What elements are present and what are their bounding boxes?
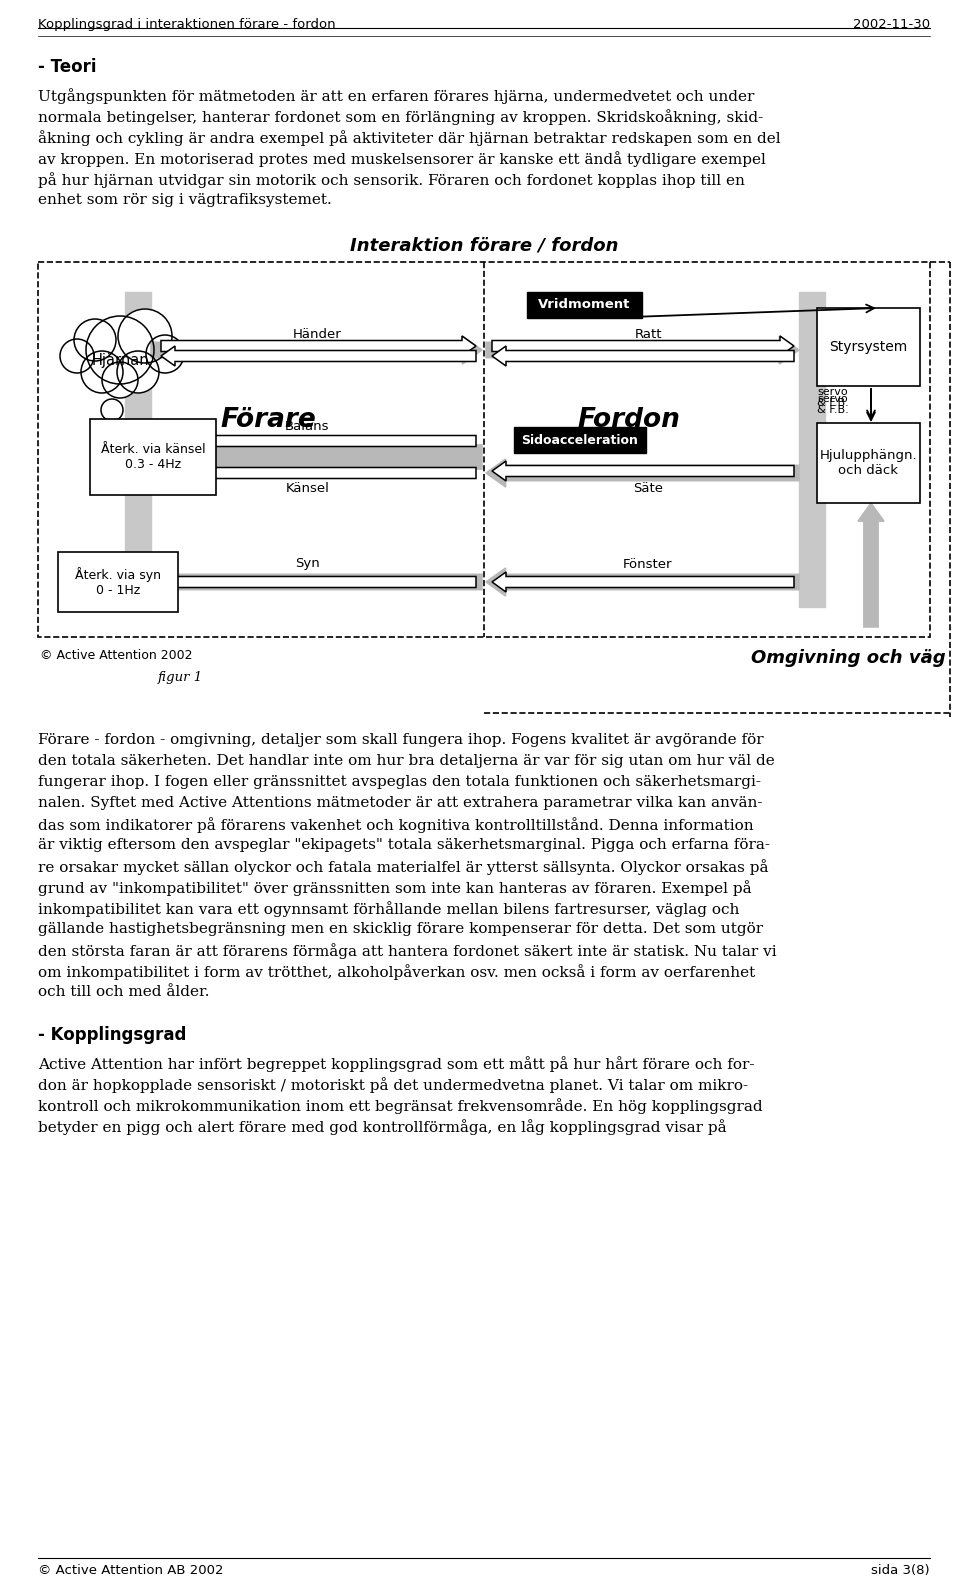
Polygon shape	[486, 336, 799, 365]
Text: - Kopplingsgrad: - Kopplingsgrad	[38, 1025, 186, 1045]
Text: © Active Attention AB 2002: © Active Attention AB 2002	[38, 1564, 224, 1577]
Bar	[90, 418, 216, 495]
Bar	[799, 292, 825, 607]
Polygon shape	[151, 434, 482, 479]
Text: - Teori: - Teori	[38, 59, 97, 76]
Bar	[38, 262, 930, 637]
Circle shape	[74, 319, 116, 361]
Text: kontroll och mikrokommunikation inom ett begränsat frekvensområde. En hög koppli: kontroll och mikrokommunikation inom ett…	[38, 1098, 762, 1114]
Text: Styrsystem: Styrsystem	[829, 341, 907, 353]
Polygon shape	[486, 460, 799, 487]
Text: 2002-11-30: 2002-11-30	[852, 17, 930, 32]
Text: grund av "inkompatibilitet" över gränssnitten som inte kan hanteras av föraren. : grund av "inkompatibilitet" över gränssn…	[38, 880, 752, 896]
Circle shape	[146, 334, 184, 372]
Text: figur 1: figur 1	[158, 670, 204, 685]
Text: Känsel: Känsel	[285, 482, 329, 496]
Text: Kopplingsgrad i interaktionen förare - fordon: Kopplingsgrad i interaktionen förare - f…	[38, 17, 336, 32]
Text: Syn: Syn	[295, 558, 320, 571]
Text: servo
& F.B.: servo & F.B.	[817, 387, 849, 409]
Bar	[526, 292, 641, 319]
Polygon shape	[161, 572, 476, 593]
Text: den största faran är att förarens förmåga att hantera fordonet säkert inte är st: den största faran är att förarens förmåg…	[38, 943, 777, 959]
Text: Förare: Förare	[220, 407, 316, 433]
Text: Förare - fordon - omgivning, detaljer som skall fungera ihop. Fogens kvalitet är: Förare - fordon - omgivning, detaljer so…	[38, 732, 763, 747]
Circle shape	[60, 339, 94, 372]
Text: Hjulupphängn.
och däck: Hjulupphängn. och däck	[820, 449, 918, 477]
Polygon shape	[151, 336, 482, 365]
Text: das som indikatorer på förarens vakenhet och kognitiva kontrolltillstånd. Denna : das som indikatorer på förarens vakenhet…	[38, 816, 754, 832]
Text: Interaktion förare / fordon: Interaktion förare / fordon	[349, 236, 618, 254]
Text: nalen. Syftet med Active Attentions mätmetoder är att extrahera parametrar vilka: nalen. Syftet med Active Attentions mätm…	[38, 796, 762, 810]
Text: betyder en pigg och alert förare med god kontrollförmåga, en låg kopplingsgrad v: betyder en pigg och alert förare med god…	[38, 1119, 727, 1135]
Polygon shape	[492, 336, 794, 357]
Text: är viktig eftersom den avspeglar "ekipagets" totala säkerhetsmarginal. Pigga och: är viktig eftersom den avspeglar "ekipag…	[38, 838, 770, 853]
Bar	[514, 426, 646, 453]
Text: Active Attention har infört begreppet kopplingsgrad som ett mått på hur hårt för: Active Attention har infört begreppet ko…	[38, 1056, 755, 1071]
Text: sida 3(8): sida 3(8)	[872, 1564, 930, 1577]
Circle shape	[81, 350, 123, 393]
Bar	[58, 552, 178, 612]
Text: av kroppen. En motoriserad protes med muskelsensorer är kanske ett ändå tydligar: av kroppen. En motoriserad protes med mu…	[38, 151, 766, 166]
Text: re orsakar mycket sällan olyckor och fatala materialfel är ytterst sällsynta. Ol: re orsakar mycket sällan olyckor och fat…	[38, 859, 769, 875]
Text: den totala säkerheten. Det handlar inte om hur bra detaljerna är var för sig uta: den totala säkerheten. Det handlar inte …	[38, 754, 775, 769]
Text: © Active Attention 2002: © Active Attention 2002	[40, 648, 193, 663]
Text: enhet som rör sig i vägtrafiksystemet.: enhet som rör sig i vägtrafiksystemet.	[38, 193, 332, 208]
Text: Säte: Säte	[633, 482, 663, 496]
Circle shape	[101, 399, 123, 422]
Text: Ratt: Ratt	[635, 328, 661, 341]
Text: Utgångspunkten för mätmetoden är att en erfaren förares hjärna, undermedvetet oc: Utgångspunkten för mätmetoden är att en …	[38, 89, 755, 105]
Circle shape	[99, 423, 113, 437]
Polygon shape	[486, 567, 799, 596]
Polygon shape	[161, 431, 476, 452]
Text: Omgivning och väg: Omgivning och väg	[752, 648, 946, 667]
Polygon shape	[161, 346, 476, 366]
Text: Fordon: Fordon	[578, 407, 681, 433]
Polygon shape	[161, 336, 476, 357]
Text: på hur hjärnan utvidgar sin motorik och sensorik. Föraren och fordonet kopplas i: på hur hjärnan utvidgar sin motorik och …	[38, 173, 745, 189]
Text: Sidoacceleration: Sidoacceleration	[521, 434, 638, 447]
Polygon shape	[492, 461, 794, 480]
Text: normala betingelser, hanterar fordonet som en förlängning av kroppen. Skridskoåk: normala betingelser, hanterar fordonet s…	[38, 109, 763, 125]
Text: inkompatibilitet kan vara ett ogynnsamt förhållande mellan bilens fartresurser, : inkompatibilitet kan vara ett ogynnsamt …	[38, 900, 739, 916]
Text: om inkompatibilitet i form av trötthet, alkoholpåverkan osv. men också i form av: om inkompatibilitet i form av trötthet, …	[38, 964, 756, 980]
Text: fungerar ihop. I fogen eller gränssnittet avspeglas den totala funktionen och sä: fungerar ihop. I fogen eller gränssnitte…	[38, 775, 761, 789]
Polygon shape	[492, 346, 794, 366]
Text: servo
& F.B.: servo & F.B.	[817, 393, 849, 415]
Polygon shape	[161, 463, 476, 483]
Text: Fönster: Fönster	[623, 558, 673, 571]
Bar	[817, 423, 920, 502]
Polygon shape	[858, 502, 884, 628]
Circle shape	[102, 361, 138, 398]
Text: Återk. via syn
0 - 1Hz: Återk. via syn 0 - 1Hz	[75, 567, 161, 598]
Text: gällande hastighetsbegränsning men en skicklig förare kompenserar för detta. Det: gällande hastighetsbegränsning men en sk…	[38, 922, 763, 937]
Bar	[817, 307, 920, 387]
Text: Hjärnan: Hjärnan	[91, 352, 149, 368]
Circle shape	[118, 309, 172, 363]
Text: don är hopkopplade sensoriskt / motoriskt på det undermedvetna planet. Vi talar : don är hopkopplade sensoriskt / motorisk…	[38, 1076, 748, 1094]
Circle shape	[117, 350, 159, 393]
Polygon shape	[492, 572, 794, 593]
Polygon shape	[151, 567, 482, 596]
Text: Händer: Händer	[293, 328, 342, 341]
Text: och till och med ålder.: och till och med ålder.	[38, 984, 209, 999]
Text: Vridmoment: Vridmoment	[538, 298, 630, 312]
Circle shape	[86, 315, 154, 384]
Bar	[125, 292, 151, 607]
Text: åkning och cykling är andra exempel på aktiviteter där hjärnan betraktar redskap: åkning och cykling är andra exempel på a…	[38, 130, 780, 146]
Text: Återk. via känsel
0.3 - 4Hz: Återk. via känsel 0.3 - 4Hz	[101, 442, 205, 471]
Text: Balans: Balans	[285, 420, 329, 434]
